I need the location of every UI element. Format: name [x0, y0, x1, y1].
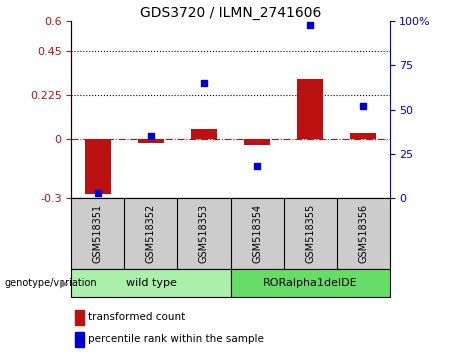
Bar: [75, 332, 84, 347]
Text: RORalpha1delDE: RORalpha1delDE: [263, 278, 357, 288]
Bar: [191, 130, 217, 139]
Bar: [244, 139, 270, 145]
Bar: [75, 310, 84, 325]
Point: [254, 164, 261, 169]
Text: genotype/variation: genotype/variation: [5, 278, 97, 288]
Bar: [350, 133, 376, 139]
Text: ▶: ▶: [60, 278, 68, 288]
Text: GSM518354: GSM518354: [252, 204, 262, 263]
Bar: [297, 79, 323, 139]
Text: GSM518353: GSM518353: [199, 204, 209, 263]
Bar: [230, 269, 390, 297]
Text: wild type: wild type: [125, 278, 177, 288]
Text: transformed count: transformed count: [88, 312, 185, 322]
Point: [200, 80, 207, 86]
Bar: [85, 139, 111, 194]
Point: [306, 22, 313, 28]
Point: [148, 133, 155, 139]
Bar: [138, 139, 164, 143]
Point: [94, 190, 101, 196]
Text: GSM518352: GSM518352: [146, 204, 156, 263]
Text: GSM518356: GSM518356: [358, 204, 368, 263]
Text: percentile rank within the sample: percentile rank within the sample: [88, 335, 264, 344]
Bar: [71, 269, 230, 297]
Point: [359, 103, 366, 109]
Text: GSM518355: GSM518355: [305, 204, 315, 263]
Text: GSM518351: GSM518351: [93, 204, 103, 263]
Title: GDS3720 / ILMN_2741606: GDS3720 / ILMN_2741606: [140, 6, 321, 20]
